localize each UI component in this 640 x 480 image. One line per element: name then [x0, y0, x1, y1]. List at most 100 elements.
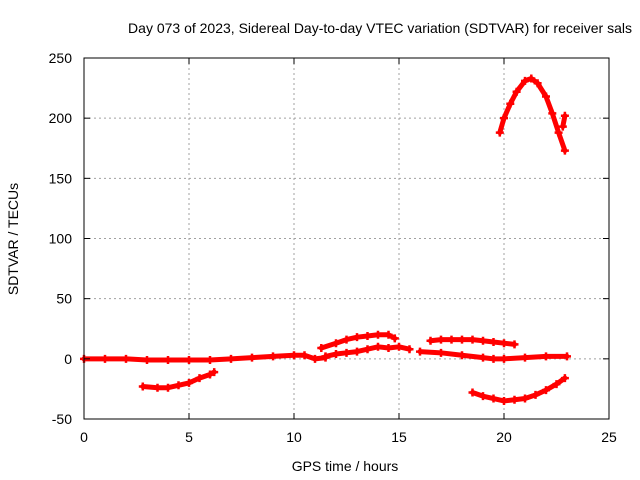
- data-point: [500, 396, 508, 405]
- x-tick-label: 25: [601, 429, 617, 445]
- data-point: [533, 79, 542, 88]
- data-point: [164, 383, 172, 392]
- data-point: [447, 335, 456, 344]
- data-point: [479, 392, 487, 401]
- data-point: [342, 348, 351, 357]
- y-tick-label: 250: [49, 50, 73, 66]
- x-tick-label: 20: [496, 429, 512, 445]
- data-point: [542, 386, 550, 395]
- series-trace-g: [468, 374, 569, 405]
- data-point: [554, 128, 563, 137]
- x-tick-label: 5: [185, 429, 193, 445]
- data-point: [210, 368, 219, 377]
- data-point: [500, 354, 508, 363]
- series-line: [470, 375, 568, 404]
- data-point: [437, 348, 445, 357]
- x-tick-label: 10: [286, 429, 302, 445]
- data-point: [164, 356, 172, 365]
- data-point: [479, 353, 487, 362]
- data-point: [489, 337, 498, 346]
- data-layer: [80, 74, 571, 405]
- data-point: [122, 354, 130, 363]
- data-point: [332, 339, 340, 348]
- data-point: [512, 87, 521, 96]
- data-point: [374, 342, 382, 351]
- data-point: [138, 382, 147, 391]
- data-point: [558, 122, 567, 131]
- x-tick-label: 15: [391, 429, 407, 445]
- data-point: [542, 92, 550, 101]
- data-point: [552, 380, 561, 389]
- x-axis-label: GPS time / hours: [292, 458, 399, 474]
- data-point: [290, 351, 298, 360]
- chart-title: Day 073 of 2023, Sidereal Day-to-day VTE…: [128, 20, 632, 36]
- data-point: [206, 370, 214, 379]
- data-point: [548, 109, 557, 118]
- series-trace-f: [138, 368, 219, 392]
- data-point: [227, 354, 235, 363]
- data-point: [143, 356, 151, 365]
- data-point: [185, 356, 193, 365]
- data-point: [332, 350, 340, 359]
- y-tick-label: -50: [52, 411, 72, 427]
- data-point: [479, 336, 487, 345]
- data-point: [468, 335, 477, 344]
- data-point: [560, 374, 569, 383]
- data-point: [269, 352, 277, 361]
- data-point: [300, 351, 309, 360]
- data-point: [342, 335, 351, 344]
- y-tick-label: 100: [49, 231, 73, 247]
- data-point: [353, 333, 361, 342]
- data-point: [185, 378, 193, 387]
- series-trace-b: [321, 342, 414, 361]
- ticks: 0 5 10 15 20 25 -50 0 50 100 150 200 250: [49, 50, 617, 445]
- data-point: [510, 340, 519, 349]
- series-trace-d: [426, 335, 519, 349]
- series-trace-c: [317, 330, 399, 353]
- data-point: [510, 395, 519, 404]
- series-trace-a: [80, 351, 330, 365]
- data-point: [321, 352, 330, 361]
- series-trace-h: [495, 74, 569, 155]
- data-point: [101, 354, 109, 363]
- data-point: [489, 354, 498, 363]
- y-tick-label: 0: [64, 351, 72, 367]
- data-point: [527, 74, 536, 83]
- data-point: [468, 388, 477, 397]
- data-point: [248, 353, 256, 362]
- data-point: [390, 334, 399, 343]
- data-point: [560, 146, 569, 155]
- y-axis-label: SDTVAR / TECUs: [5, 183, 21, 295]
- data-point: [495, 128, 504, 137]
- data-point: [416, 347, 424, 356]
- data-point: [489, 394, 498, 403]
- data-point: [437, 335, 445, 344]
- data-point: [426, 336, 435, 345]
- data-point: [317, 344, 326, 353]
- data-point: [384, 330, 393, 339]
- data-point: [542, 352, 550, 361]
- x-tick-label: 0: [80, 429, 88, 445]
- data-point: [506, 99, 515, 108]
- y-tick-label: 200: [49, 110, 73, 126]
- y-tick-label: 150: [49, 170, 73, 186]
- series-trace-e: [416, 347, 571, 363]
- data-point: [405, 345, 414, 354]
- data-point: [395, 342, 403, 351]
- data-point: [353, 347, 361, 356]
- data-point: [206, 356, 214, 365]
- data-point: [384, 344, 393, 353]
- data-point: [174, 381, 183, 390]
- data-point: [153, 383, 162, 392]
- data-point: [521, 353, 529, 362]
- data-point: [363, 331, 372, 340]
- data-point: [458, 351, 466, 360]
- data-point: [521, 394, 529, 403]
- data-point: [531, 390, 540, 399]
- data-point: [458, 335, 466, 344]
- data-point: [500, 114, 508, 123]
- data-point: [195, 374, 204, 383]
- y-tick-label: 50: [56, 291, 72, 307]
